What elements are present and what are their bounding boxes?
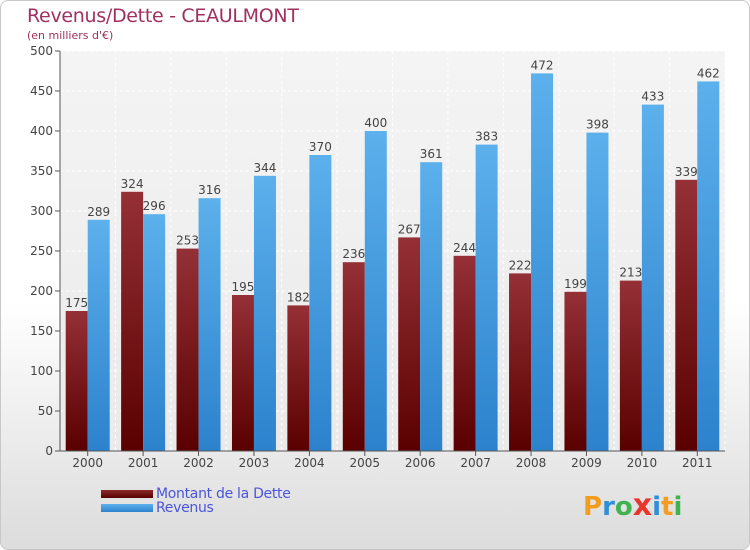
y-tick-label: 150 xyxy=(30,324,53,338)
bars xyxy=(65,73,720,452)
y-tick-label: 50 xyxy=(38,404,53,418)
data-label-debt: 222 xyxy=(509,258,532,272)
bar-revenus xyxy=(253,175,276,452)
logo-letter: t xyxy=(661,492,674,522)
bar-revenus xyxy=(641,104,664,451)
y-tick-label: 0 xyxy=(45,444,53,458)
legend-label-debt: Montant de la Dette xyxy=(156,486,291,502)
x-tick-label: 2006 xyxy=(405,456,436,470)
chart-subtitle: (en milliers d'€) xyxy=(27,29,114,42)
legend-label-revenus: Revenus xyxy=(156,500,214,516)
chart-title: Revenus/Dette - CEAULMONT xyxy=(27,5,299,27)
bar-revenus xyxy=(87,219,110,451)
x-tick-label: 2001 xyxy=(128,456,159,470)
x-tick-label: 2009 xyxy=(571,456,602,470)
data-label-debt: 195 xyxy=(232,280,255,294)
data-label-debt: 199 xyxy=(564,277,587,291)
grid-lines xyxy=(59,50,726,452)
legend-swatch-revenus xyxy=(101,504,153,512)
bar-revenus xyxy=(420,162,443,451)
data-label-revenus: 361 xyxy=(420,147,443,161)
data-label-debt: 236 xyxy=(342,247,365,261)
bar-revenus xyxy=(697,81,720,452)
logo-letter: o xyxy=(614,492,633,522)
x-tick-label: 2000 xyxy=(72,456,103,470)
axes: 0 50 100 150 200 250 300 350 400 450 500 2000 2001 20… xyxy=(30,44,725,470)
bar-debt xyxy=(398,237,421,451)
data-label-revenus: 289 xyxy=(87,205,110,219)
bar-debt xyxy=(231,295,254,451)
bar-debt xyxy=(121,191,144,452)
bar-debt xyxy=(65,311,88,451)
data-label-revenus: 462 xyxy=(697,66,720,80)
x-tick-label: 2005 xyxy=(350,456,381,470)
bar-debt xyxy=(342,262,365,451)
data-label-revenus: 316 xyxy=(198,183,221,197)
bar-revenus xyxy=(309,155,332,451)
x-tick-label: 2010 xyxy=(627,456,658,470)
y-tick-label: 100 xyxy=(30,364,53,378)
data-label-revenus: 370 xyxy=(309,140,332,154)
data-label-revenus: 472 xyxy=(531,58,554,72)
x-tick-label: 2007 xyxy=(460,456,491,470)
data-label-debt: 253 xyxy=(176,234,199,248)
logo-letter: i xyxy=(673,492,683,522)
data-label-debt: 213 xyxy=(619,266,642,280)
proxiti-logo: Proxiti xyxy=(583,488,682,523)
y-tick-label: 450 xyxy=(30,84,53,98)
bar-revenus xyxy=(586,132,609,451)
legend-swatch-debt xyxy=(101,490,153,498)
data-label-debt: 175 xyxy=(65,296,88,310)
bar-debt xyxy=(619,280,642,451)
bar-debt xyxy=(453,255,476,451)
logo-letter: r xyxy=(602,492,615,522)
bar-debt xyxy=(564,291,587,451)
bar-revenus xyxy=(143,214,166,451)
y-tick-label: 350 xyxy=(30,164,53,178)
x-tick-label: 2011 xyxy=(682,456,713,470)
bar-revenus xyxy=(364,131,387,451)
y-tick-label: 400 xyxy=(30,124,53,138)
data-label-revenus: 383 xyxy=(475,130,498,144)
data-label-debt: 324 xyxy=(121,177,144,191)
y-tick-label: 250 xyxy=(30,244,53,258)
bar-revenus xyxy=(198,198,221,451)
bar-revenus xyxy=(475,144,498,451)
bar-debt xyxy=(509,273,532,451)
data-label-revenus: 344 xyxy=(254,161,277,175)
bar-debt xyxy=(675,179,698,452)
x-tick-label: 2004 xyxy=(294,456,325,470)
bar-revenus xyxy=(531,73,554,452)
x-tick-label: 2008 xyxy=(516,456,547,470)
y-tick-label: 300 xyxy=(30,204,53,218)
bar-debt xyxy=(176,248,199,451)
data-label-debt: 244 xyxy=(453,241,476,255)
x-tick-label: 2002 xyxy=(183,456,214,470)
y-tick-label: 500 xyxy=(30,44,53,58)
x-tick-label: 2003 xyxy=(239,456,270,470)
logo-letter: P xyxy=(583,492,603,522)
data-label-debt: 182 xyxy=(287,290,310,304)
data-label-debt: 339 xyxy=(675,165,698,179)
data-label-revenus: 398 xyxy=(586,118,609,132)
logo-letter: i xyxy=(652,492,662,522)
bar-labels: 175 289 324 296 253 316 195 344 182 370 236 400 267 3… xyxy=(65,58,719,310)
bar-debt xyxy=(287,305,310,451)
logo-letter: x xyxy=(632,488,653,523)
data-label-revenus: 400 xyxy=(364,116,387,130)
y-tick-label: 200 xyxy=(30,284,53,298)
data-label-revenus: 296 xyxy=(143,199,166,213)
data-label-revenus: 433 xyxy=(641,90,664,104)
data-label-debt: 267 xyxy=(398,222,421,236)
